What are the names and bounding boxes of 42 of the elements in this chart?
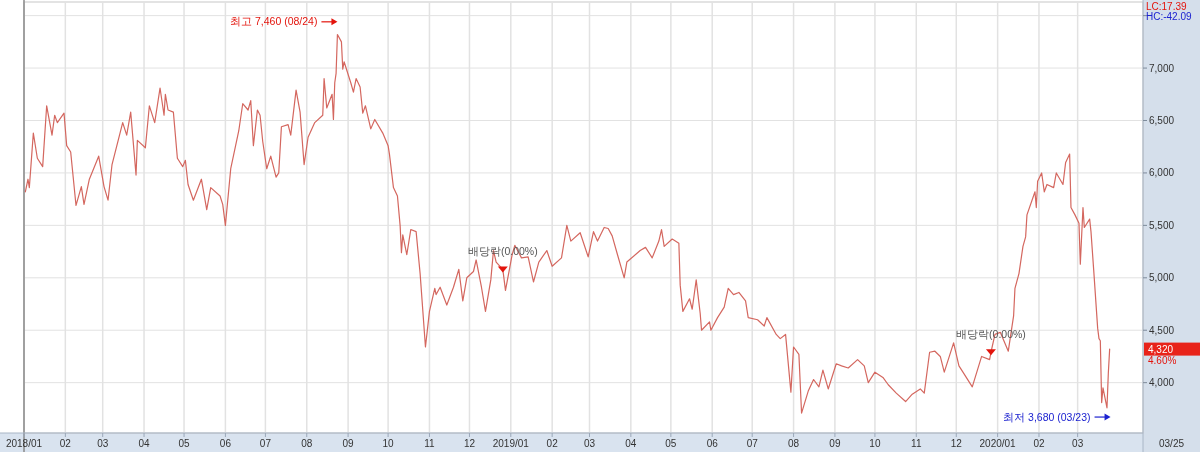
y-tick-label: 6,000 bbox=[1149, 167, 1175, 179]
x-tick-label: 04 bbox=[138, 437, 151, 449]
x-tick-label: 07 bbox=[259, 437, 272, 449]
x-tick-label: 12 bbox=[463, 437, 476, 449]
y-tick-label: 4,000 bbox=[1149, 377, 1175, 389]
x-tick-label: 05 bbox=[665, 437, 677, 449]
x-tick-label: 12 bbox=[950, 437, 963, 449]
text: HC:-42.09 bbox=[1146, 11, 1193, 22]
text: 4,320 bbox=[1148, 343, 1174, 355]
y-tick-label: 5,000 bbox=[1149, 272, 1175, 284]
x-tick-label: 08 bbox=[301, 437, 313, 449]
x-tick-label: 2019/01 bbox=[492, 437, 530, 449]
x-tick-label: 2020/01 bbox=[979, 437, 1017, 449]
text: LC:17.39 bbox=[1146, 1, 1188, 12]
line-series bbox=[24, 33, 1111, 414]
x-tick-label: 10 bbox=[382, 437, 395, 449]
y-tick-label: 7,000 bbox=[1149, 62, 1175, 74]
x-tick-label: 11 bbox=[424, 437, 436, 449]
x-tick-label: 04 bbox=[625, 437, 637, 449]
annotation: 최저 3,680 (03/23) bbox=[1003, 410, 1091, 423]
text: 4.60% bbox=[1148, 355, 1177, 367]
text: 03/25 bbox=[1158, 437, 1185, 449]
x-tick-label: 10 bbox=[869, 437, 881, 449]
x-tick-label: 02 bbox=[59, 437, 72, 449]
x-tick-label: 02 bbox=[546, 437, 559, 449]
x-tick-label: 07 bbox=[746, 437, 759, 449]
x-tick-label: 05 bbox=[178, 437, 191, 449]
x-tick-label: 08 bbox=[788, 437, 800, 449]
x-tick-label: 03 bbox=[583, 437, 596, 449]
x-tick-label: 09 bbox=[829, 437, 841, 449]
x-tick-label: 03 bbox=[97, 437, 109, 449]
x-tick-label: 2018/01 bbox=[5, 437, 43, 449]
x-tick-label: 06 bbox=[706, 437, 719, 449]
x-tick-label: 03 bbox=[1072, 437, 1084, 449]
x-tick-label: 09 bbox=[342, 437, 355, 449]
x-tick-label: 11 bbox=[911, 437, 922, 449]
x-tick-label: 02 bbox=[1033, 437, 1045, 449]
x-tick-label: 06 bbox=[219, 437, 232, 449]
y-tick-label: 6,500 bbox=[1149, 115, 1175, 126]
y-tick-label: 5,500 bbox=[1149, 219, 1175, 231]
y-tick-label: 4,500 bbox=[1149, 324, 1175, 336]
annotation: 최고 7,460 (08/24) bbox=[230, 15, 318, 28]
